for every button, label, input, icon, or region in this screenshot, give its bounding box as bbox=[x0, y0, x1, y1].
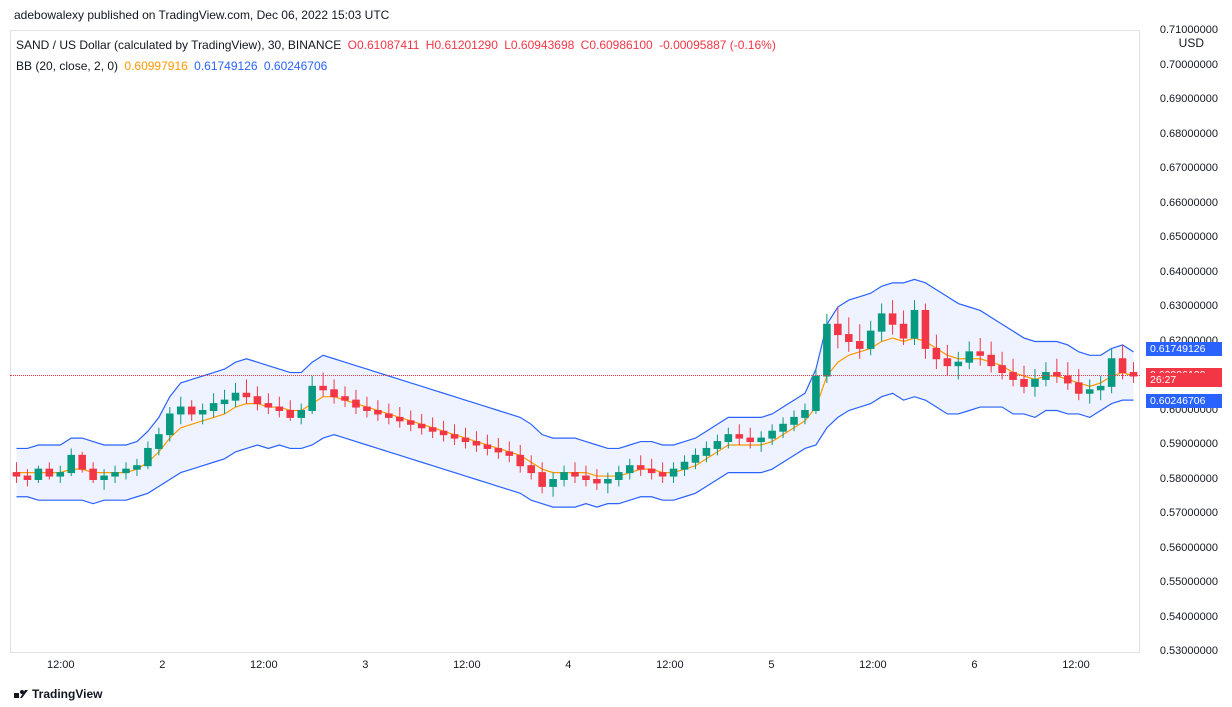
y-tick: 0.55000000 bbox=[1160, 576, 1218, 588]
tradingview-watermark: TradingView bbox=[14, 687, 102, 701]
bb-label: BB (20, close, 2, 0) bbox=[16, 59, 118, 73]
y-tick: 0.58000000 bbox=[1160, 473, 1218, 485]
x-tick: 2 bbox=[159, 659, 165, 671]
x-tick: 12:00 bbox=[859, 659, 887, 671]
ohlc-change: -0.00095887 (-0.16%) bbox=[659, 38, 776, 52]
chart-container[interactable]: SAND / US Dollar (calculated by TradingV… bbox=[10, 30, 1222, 677]
y-tick: 0.67000000 bbox=[1160, 162, 1218, 174]
watermark-text: TradingView bbox=[32, 687, 102, 701]
y-tick: 0.57000000 bbox=[1160, 507, 1218, 519]
ohlc-low: L0.60943698 bbox=[504, 38, 574, 52]
bb-lower-value: 0.60246706 bbox=[264, 59, 327, 73]
y-tick: 0.71000000 bbox=[1160, 24, 1218, 36]
ohlc-high: H0.61201290 bbox=[426, 38, 498, 52]
x-tick: 4 bbox=[565, 659, 571, 671]
y-tick: 0.65000000 bbox=[1160, 231, 1218, 243]
bb-mid-value: 0.60997916 bbox=[124, 59, 187, 73]
x-tick: 12:00 bbox=[656, 659, 684, 671]
symbol-row: SAND / US Dollar (calculated by TradingV… bbox=[16, 36, 776, 55]
y-tick: 0.62000000 bbox=[1160, 335, 1218, 347]
attribution-text: adebowalexy published on TradingView.com… bbox=[14, 8, 389, 22]
y-tick: 0.53000000 bbox=[1160, 645, 1218, 657]
plot-area[interactable] bbox=[10, 30, 1140, 653]
chart-svg bbox=[11, 31, 1139, 652]
x-tick: 12:00 bbox=[250, 659, 278, 671]
y-tick: 0.66000000 bbox=[1160, 197, 1218, 209]
y-tick: 0.69000000 bbox=[1160, 93, 1218, 105]
y-tick: 0.68000000 bbox=[1160, 128, 1218, 140]
close-price-line bbox=[10, 375, 1140, 376]
chart-legend: SAND / US Dollar (calculated by TradingV… bbox=[16, 36, 776, 78]
y-axis: 0.710000000.700000000.690000000.68000000… bbox=[1142, 30, 1222, 653]
y-tick: 0.54000000 bbox=[1160, 611, 1218, 623]
y-tick: 0.59000000 bbox=[1160, 438, 1218, 450]
y-tick: 0.61000000 bbox=[1160, 369, 1218, 381]
y-tick: 0.60000000 bbox=[1160, 404, 1218, 416]
ohlc-close: C0.60986100 bbox=[581, 38, 653, 52]
x-tick: 6 bbox=[971, 659, 977, 671]
y-tick: 0.70000000 bbox=[1160, 59, 1218, 71]
tradingview-icon bbox=[14, 689, 28, 699]
x-axis: 12:00 2 12:00 3 12:00 4 12:00 5 12:00 6 12:00 bbox=[10, 655, 1140, 677]
x-tick: 12:00 bbox=[1062, 659, 1090, 671]
y-tick: 0.63000000 bbox=[1160, 300, 1218, 312]
y-tick: 0.56000000 bbox=[1160, 542, 1218, 554]
ohlc-open: O0.61087411 bbox=[348, 38, 420, 52]
x-tick: 5 bbox=[768, 659, 774, 671]
x-tick: 12:00 bbox=[47, 659, 75, 671]
bb-upper-value: 0.61749126 bbox=[194, 59, 257, 73]
y-tick: 0.64000000 bbox=[1160, 266, 1218, 278]
bb-row: BB (20, close, 2, 0) 0.60997916 0.617491… bbox=[16, 57, 776, 76]
symbol-pair: SAND / US Dollar (calculated by TradingV… bbox=[16, 38, 341, 52]
x-tick: 12:00 bbox=[453, 659, 481, 671]
x-tick: 3 bbox=[362, 659, 368, 671]
